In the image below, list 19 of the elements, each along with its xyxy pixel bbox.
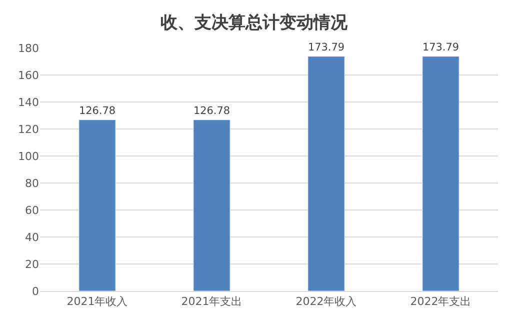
x-tick-label: 2021年支出 xyxy=(181,295,242,308)
x-tick-label: 2022年支出 xyxy=(410,295,472,308)
y-tick-label: 60 xyxy=(25,204,39,217)
data-label: 126.78 xyxy=(78,104,116,117)
y-tick-label: 40 xyxy=(25,230,39,244)
x-tick-label: 2021年收入 xyxy=(66,295,128,308)
y-tick-label: 80 xyxy=(25,176,39,190)
x-tick-label: 2022年收入 xyxy=(296,295,357,308)
y-tick-label: 180 xyxy=(18,42,39,55)
y-tick-label: 0 xyxy=(32,284,39,298)
data-label: 173.79 xyxy=(308,42,345,54)
data-label: 126.78 xyxy=(193,104,230,117)
y-tick-label: 120 xyxy=(18,122,39,136)
y-tick-label: 20 xyxy=(25,258,39,271)
y-tick-label: 100 xyxy=(18,150,39,163)
y-tick-label: 140 xyxy=(18,96,39,109)
chart-title: 收、支决算总计变动情况 xyxy=(160,12,348,33)
y-tick-label: 160 xyxy=(18,68,39,82)
data-label: 173.79 xyxy=(422,42,460,54)
